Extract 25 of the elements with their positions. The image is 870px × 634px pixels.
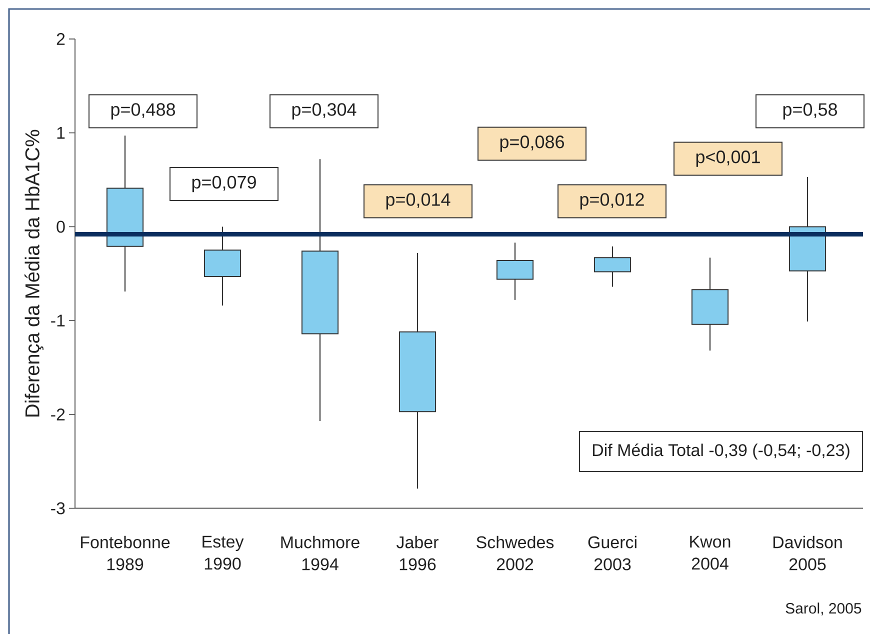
y-tick-label: 2	[56, 33, 65, 45]
x-tick-label: Jaber 1996	[396, 536, 438, 570]
y-axis-title: Diferença da Média da HbA1C%	[24, 130, 44, 417]
annotation: p=0,304	[292, 103, 356, 120]
x-tick-label: Muchmore 1994	[281, 536, 360, 570]
x-tick-label: Estey 1990	[202, 536, 244, 570]
x-tick-label: Kwon 2004	[690, 536, 730, 570]
x-tick-label: Fontebonne 1989	[81, 536, 170, 570]
x-tick-label: Guerci 2003	[588, 536, 636, 570]
annotation: p<0,001	[696, 150, 760, 167]
annotation: p=0,086	[500, 136, 564, 152]
y-tick-label: -3	[51, 502, 65, 514]
annotation: Dif Média Total -0,39 (-0,54; -0,23)	[592, 443, 850, 460]
y-tick-label: 0	[56, 220, 65, 233]
x-tick-label: Schwedes 2002	[476, 536, 554, 570]
y-tick-label: -2	[51, 408, 65, 420]
y-tick-label: -1	[51, 314, 65, 326]
text: Sarol, 2005	[786, 602, 862, 616]
annotation: p=0,58	[783, 103, 837, 120]
annotation: p=0,014	[386, 193, 450, 210]
annotation: p=0,079	[192, 176, 256, 192]
annotation: p=0,488	[111, 103, 176, 120]
x-tick-label: Davidson 2005	[773, 536, 842, 570]
annotation: p=0,012	[580, 193, 644, 210]
y-tick-label: 1	[57, 127, 65, 139]
